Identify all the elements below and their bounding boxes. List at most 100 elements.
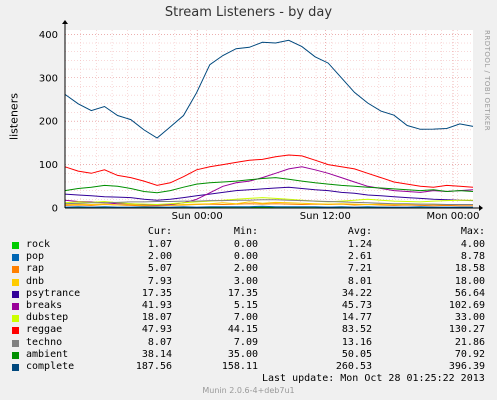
legend-max-value: 56.64: [454, 287, 485, 299]
legend-cur-value: 17.35: [141, 287, 172, 299]
legend-series-name: psytrance: [26, 287, 81, 299]
header-min: Min:: [233, 226, 258, 237]
legend-swatch: [12, 290, 19, 298]
series-line-dnb: [64, 201, 473, 206]
plot-area: 0 100 200 300 400 Sun 00:00 Sun 12:00 Mon 00:00: [39, 20, 483, 222]
header-avg: Avg:: [347, 226, 372, 237]
legend-max-value: 21.86: [454, 336, 485, 348]
header-cur: Cur:: [147, 226, 172, 237]
legend-row-pop: pop 2.00 0.00 2.61 8.78: [0, 251, 497, 264]
header-max: Max:: [460, 226, 485, 237]
legend-min-value: 0.00: [233, 251, 258, 263]
legend-swatch: [12, 327, 19, 335]
legend-series-name: complete: [26, 361, 75, 372]
legend-avg-value: 7.21: [347, 263, 372, 275]
series-line-reggae: [64, 154, 474, 188]
legend-cur-value: 7.93: [147, 275, 172, 287]
legend-swatch: [12, 278, 19, 286]
legend-swatch: [12, 303, 19, 310]
legend-max-value: 33.00: [454, 312, 485, 324]
legend-avg-value: 260.53: [335, 361, 372, 372]
legend-max-value: 70.92: [454, 348, 485, 360]
legend-series-name: ambient: [26, 348, 69, 360]
legend-avg-value: 45.73: [341, 300, 372, 311]
series-line-dubstep: [64, 197, 473, 206]
legend-swatch: [12, 242, 19, 249]
legend-cur-value: 2.00: [147, 251, 172, 263]
legend-swatch: [12, 351, 19, 359]
legend-avg-value: 50.05: [341, 348, 372, 360]
legend-cur-value: 38.14: [141, 348, 172, 360]
legend-series-name: dubstep: [26, 312, 69, 324]
legend-series-name: rock: [26, 239, 51, 250]
legend-row-rap: rap 5.07 2.00 7.21 18.58: [0, 263, 497, 276]
y-tick-label: 300: [39, 73, 58, 84]
legend-avg-value: 83.52: [341, 324, 372, 336]
legend-row-techno: techno 8.07 7.09 13.16 21.86: [0, 337, 497, 350]
legend-row-rock: rock 1.07 0.00 1.24 4.00: [0, 239, 497, 252]
series-line-techno: [64, 199, 473, 205]
legend-swatch: [12, 266, 19, 274]
legend-swatch: [12, 364, 19, 371]
y-axis-arrow: [62, 20, 68, 24]
legend-min-value: 7.09: [233, 336, 258, 348]
legend-cur-value: 1.07: [147, 239, 172, 250]
legend-min-value: 44.15: [227, 324, 258, 336]
legend-cur-value: 8.07: [147, 336, 172, 348]
legend-min-value: 0.00: [233, 239, 258, 250]
legend-series-name: techno: [26, 336, 63, 348]
legend-row-psytrance: psytrance 17.35 17.35 34.22 56.64: [0, 288, 497, 301]
x-tick-label: Sun 00:00: [172, 211, 223, 222]
legend-max-value: 396.39: [448, 361, 485, 372]
x-tick-label: Sun 12:00: [300, 211, 351, 222]
legend-series-name: pop: [26, 251, 45, 263]
legend-row-complete: complete 187.56 158.11 260.53 396.39: [0, 361, 497, 374]
legend-row-dnb: dnb 7.93 3.00 8.01 18.00: [0, 276, 497, 289]
legend-swatch: [12, 339, 19, 347]
y-tick-label: 100: [39, 160, 58, 171]
legend-max-value: 102.69: [448, 300, 485, 311]
legend-cur-value: 5.07: [147, 263, 172, 275]
legend-series-name: rap: [26, 263, 45, 275]
y-tick-label: 400: [39, 30, 58, 41]
legend-min-value: 3.00: [233, 275, 258, 287]
legend-max-value: 18.58: [454, 263, 485, 275]
legend-min-value: 35.00: [227, 348, 258, 360]
legend-avg-value: 14.77: [341, 312, 372, 324]
legend-min-value: 7.00: [233, 312, 258, 324]
legend-min-value: 2.00: [233, 263, 258, 275]
rrdtool-watermark: RRDTOOL / TOBI OETIKER: [483, 30, 491, 132]
legend-row-dubstep: dubstep 18.07 7.00 14.77 33.00: [0, 312, 497, 325]
legend-row-reggae: reggae 47.93 44.15 83.52 130.27: [0, 324, 497, 337]
legend-cur-value: 18.07: [141, 312, 172, 324]
legend-min-value: 5.15: [233, 300, 258, 311]
legend-min-value: 17.35: [227, 287, 258, 299]
y-tick-label: 0: [52, 204, 58, 215]
series-line-pop: [64, 205, 473, 208]
last-update: Last update: Mon Oct 28 01:25:22 2013: [262, 373, 485, 384]
legend-max-value: 18.00: [454, 275, 485, 287]
legend-swatch: [12, 315, 19, 323]
legend-row-ambient: ambient 38.14 35.00 50.05 70.92: [0, 349, 497, 362]
legend-cur-value: 47.93: [141, 324, 172, 336]
series-line-psytrance: [64, 186, 474, 202]
legend-max-value: 130.27: [448, 324, 485, 336]
legend-cur-value: 41.93: [141, 300, 172, 311]
legend-row-breaks: breaks 41.93 5.15 45.73 102.69: [0, 300, 497, 313]
legend-avg-value: 13.16: [341, 336, 372, 348]
legend-cur-value: 187.56: [135, 361, 172, 372]
legend-series-name: reggae: [26, 324, 63, 336]
legend-header: Cur: Min: Avg: Max:: [0, 226, 497, 239]
x-axis-arrow: [479, 205, 483, 211]
plot-background: [65, 30, 473, 208]
y-tick-label: 200: [39, 117, 58, 128]
legend-avg-value: 2.61: [347, 251, 372, 263]
chart-title: Stream Listeners - by day: [164, 5, 333, 20]
series-line-ambient: [64, 177, 474, 194]
legend-max-value: 8.78: [460, 251, 485, 263]
legend-avg-value: 1.24: [347, 239, 372, 250]
legend-avg-value: 34.22: [341, 287, 372, 299]
legend-avg-value: 8.01: [347, 275, 372, 287]
munin-version: Munin 2.0.6-4+deb7u1: [202, 386, 295, 395]
